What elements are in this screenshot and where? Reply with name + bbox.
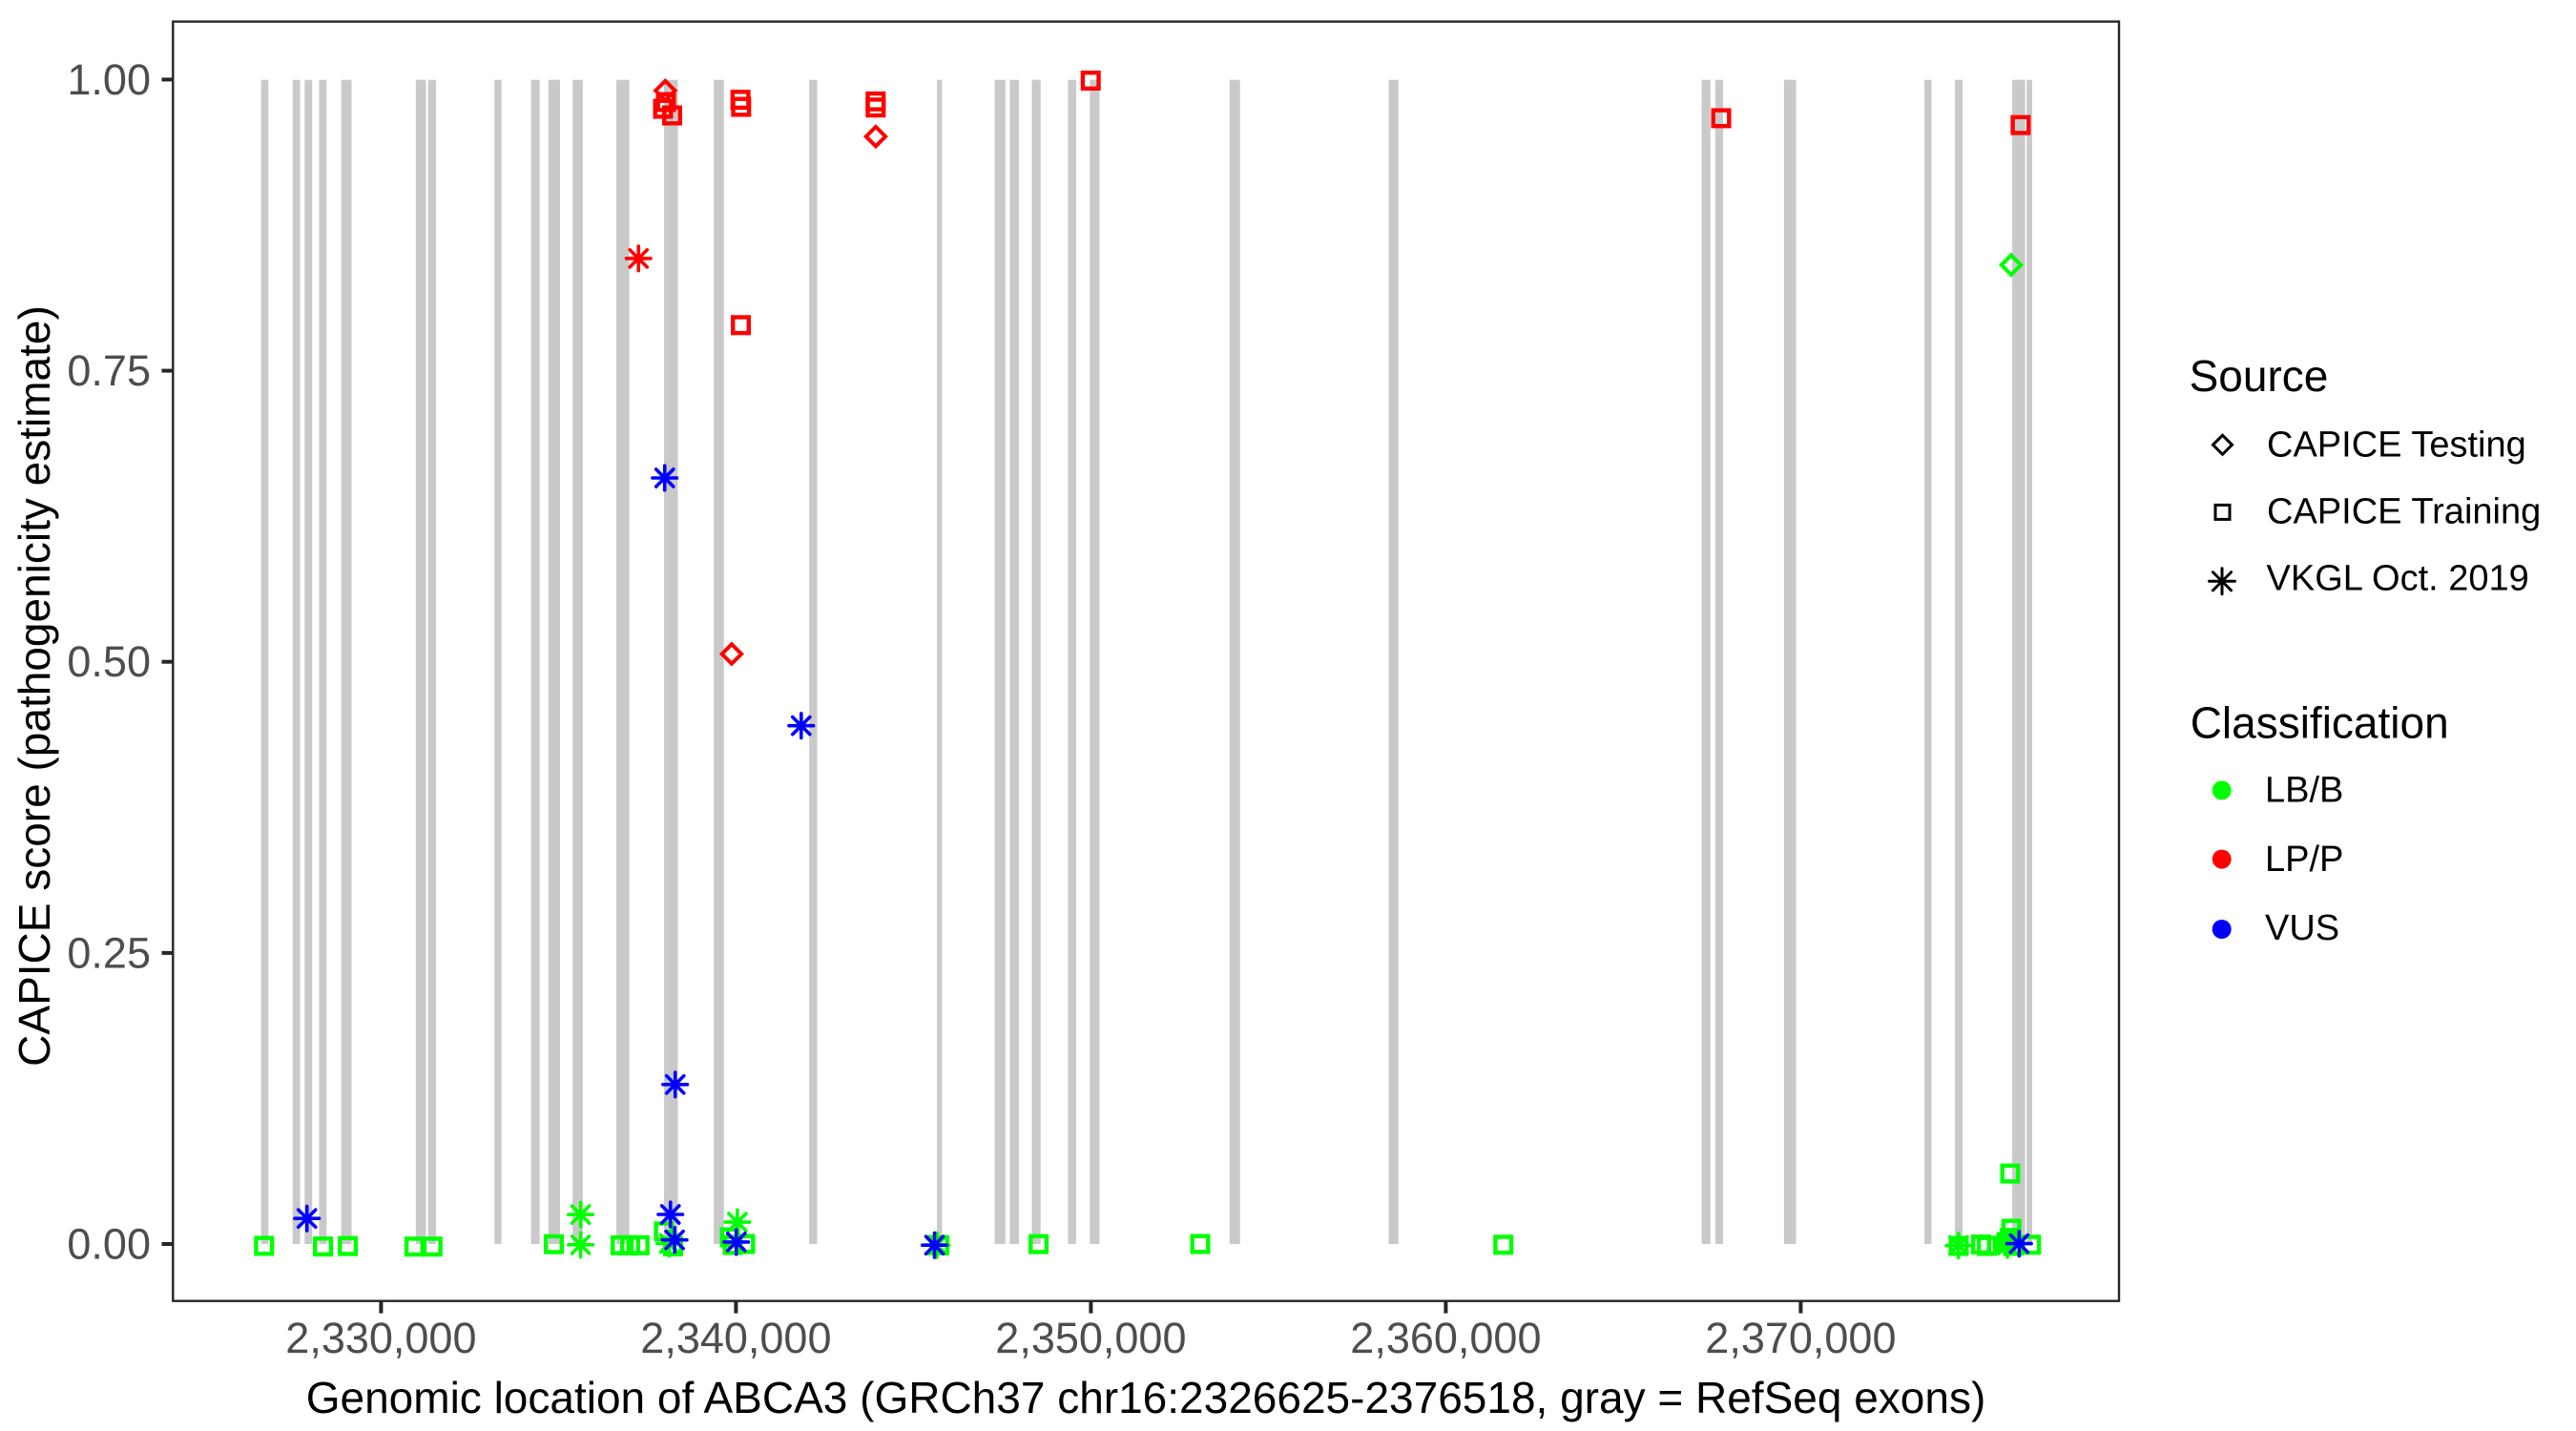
svg-text:2,330,000: 2,330,000 (285, 1314, 476, 1362)
svg-text:1.00: 1.00 (67, 55, 151, 104)
svg-text:0.50: 0.50 (67, 637, 151, 686)
svg-text:CAPICE Training: CAPICE Training (2267, 492, 2541, 532)
svg-text:0.00: 0.00 (67, 1220, 151, 1269)
svg-text:2,340,000: 2,340,000 (640, 1314, 831, 1362)
svg-text:Classification: Classification (2191, 697, 2449, 747)
svg-text:2,350,000: 2,350,000 (995, 1314, 1186, 1362)
svg-text:Source: Source (2190, 351, 2329, 401)
svg-text:VKGL Oct. 2019: VKGL Oct. 2019 (2267, 558, 2529, 598)
svg-text:2,370,000: 2,370,000 (1705, 1314, 1896, 1362)
svg-text:CAPICE score (pathogenicity es: CAPICE score (pathogenicity estimate) (10, 305, 59, 1067)
svg-text:VUS: VUS (2265, 908, 2339, 948)
svg-text:LP/P: LP/P (2265, 840, 2343, 880)
svg-text:0.25: 0.25 (67, 928, 151, 977)
svg-text:0.75: 0.75 (67, 346, 151, 395)
svg-text:CAPICE Testing: CAPICE Testing (2267, 425, 2526, 466)
svg-text:Genomic location of ABCA3 (GRC: Genomic location of ABCA3 (GRCh37 chr16:… (306, 1373, 1986, 1422)
svg-text:LB/B: LB/B (2265, 771, 2343, 811)
svg-text:2,360,000: 2,360,000 (1350, 1314, 1541, 1362)
